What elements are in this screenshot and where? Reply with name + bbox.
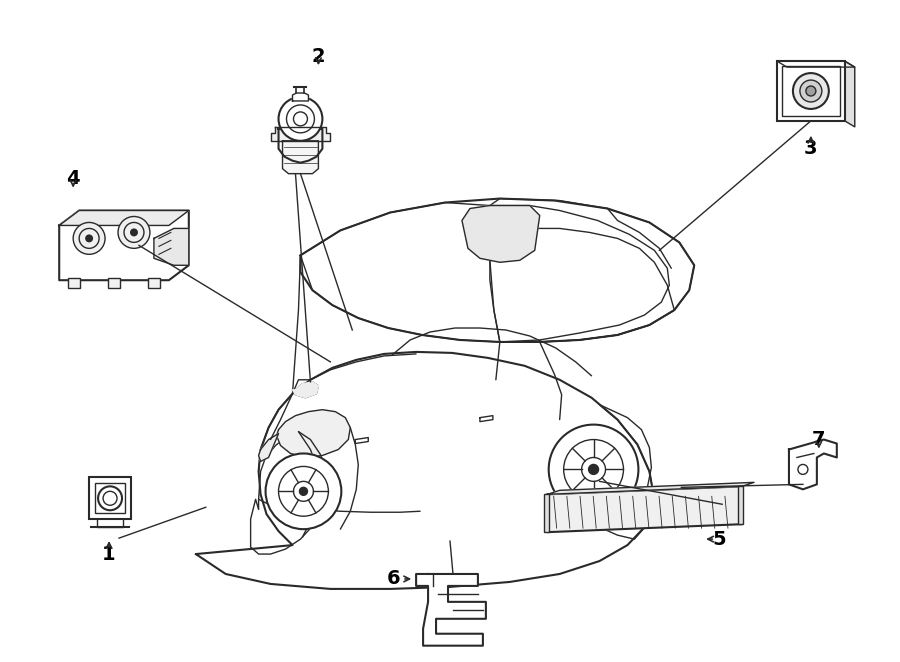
Polygon shape	[278, 129, 322, 163]
Circle shape	[278, 97, 322, 141]
Text: 1: 1	[103, 545, 116, 563]
Polygon shape	[548, 487, 742, 532]
Polygon shape	[154, 228, 189, 265]
Polygon shape	[276, 410, 350, 457]
Bar	[782, 66, 840, 116]
Polygon shape	[59, 211, 189, 226]
Circle shape	[589, 465, 598, 475]
Text: 5: 5	[713, 530, 726, 549]
Polygon shape	[301, 199, 694, 342]
Circle shape	[300, 487, 308, 495]
Text: 4: 4	[67, 169, 80, 188]
Circle shape	[73, 222, 105, 254]
Polygon shape	[196, 352, 654, 589]
Text: 2: 2	[311, 46, 325, 66]
Polygon shape	[777, 61, 855, 67]
Polygon shape	[292, 93, 309, 101]
Circle shape	[118, 216, 150, 248]
Polygon shape	[266, 453, 341, 529]
Polygon shape	[271, 127, 330, 141]
Polygon shape	[292, 382, 319, 398]
Polygon shape	[59, 211, 189, 280]
Bar	[89, 477, 131, 519]
Text: 7: 7	[812, 430, 825, 449]
Circle shape	[130, 228, 138, 236]
Bar	[544, 495, 549, 532]
Polygon shape	[462, 205, 540, 262]
Circle shape	[86, 234, 93, 242]
Polygon shape	[548, 483, 754, 495]
Text: 6: 6	[386, 569, 400, 589]
Circle shape	[806, 86, 816, 96]
Polygon shape	[845, 61, 855, 127]
Bar	[777, 61, 845, 121]
Bar	[738, 487, 743, 524]
Text: 3: 3	[804, 139, 817, 158]
Circle shape	[800, 80, 822, 102]
Bar	[68, 278, 80, 288]
Polygon shape	[258, 434, 278, 461]
Polygon shape	[283, 141, 319, 173]
Bar	[108, 278, 120, 288]
Polygon shape	[789, 440, 837, 489]
Bar	[95, 483, 125, 513]
Polygon shape	[549, 424, 638, 514]
Bar	[148, 278, 160, 288]
Circle shape	[793, 73, 829, 109]
Polygon shape	[416, 574, 486, 645]
